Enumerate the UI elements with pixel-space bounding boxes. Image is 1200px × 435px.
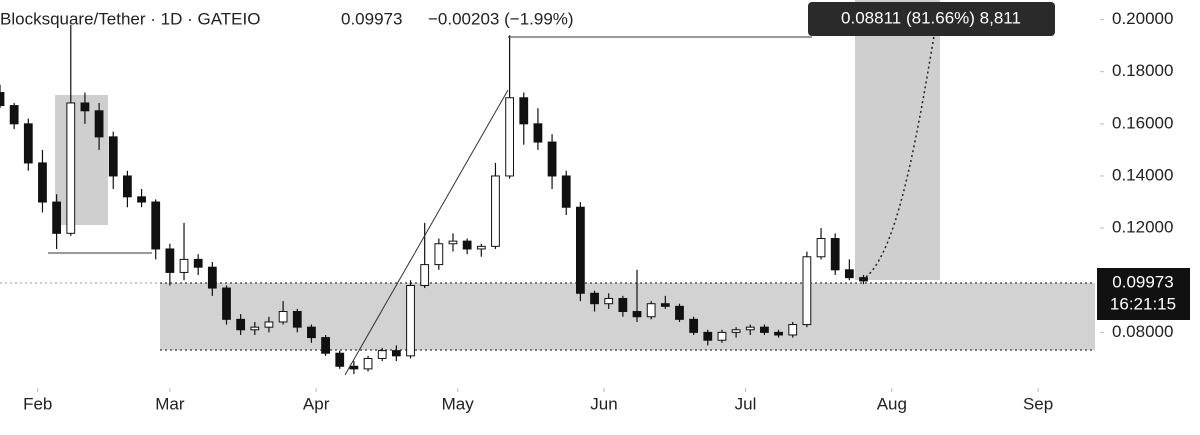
x-tick-label: Feb bbox=[23, 394, 52, 413]
candle-body bbox=[632, 311, 642, 318]
candle-body bbox=[179, 258, 189, 273]
candle-body bbox=[377, 350, 387, 359]
candle-body bbox=[575, 206, 585, 294]
change: −0.00203 (−1.99%) bbox=[428, 9, 574, 28]
candle-body bbox=[165, 248, 175, 273]
candle-body bbox=[363, 357, 373, 370]
candle-body bbox=[745, 326, 755, 331]
candle-body bbox=[108, 136, 118, 177]
candle-body bbox=[830, 238, 840, 271]
candle-body bbox=[660, 303, 670, 307]
candle-body bbox=[250, 326, 260, 331]
candle-body bbox=[66, 102, 76, 234]
candle-body bbox=[307, 326, 316, 339]
candle-body bbox=[137, 196, 146, 203]
candle-body bbox=[420, 264, 430, 286]
y-tick-label: 0.08000 bbox=[1112, 322, 1173, 341]
candle-body bbox=[462, 240, 472, 250]
y-tick-label: 0.14000 bbox=[1112, 165, 1173, 184]
candle-body bbox=[675, 305, 684, 320]
price-label: 0.09973 bbox=[1112, 272, 1173, 291]
candles bbox=[0, 24, 868, 375]
candle-body bbox=[391, 350, 401, 357]
range-box bbox=[160, 283, 1095, 350]
projection-box bbox=[855, 0, 940, 280]
candle-body bbox=[406, 284, 415, 357]
candle-body bbox=[561, 175, 571, 208]
measure-tooltip bbox=[808, 2, 1055, 36]
candle-body bbox=[292, 311, 302, 328]
candle-body bbox=[193, 258, 203, 268]
candle-body bbox=[689, 318, 699, 333]
candle-body bbox=[788, 324, 798, 336]
candle-body bbox=[505, 97, 515, 177]
candle-body bbox=[349, 365, 359, 370]
candle-body bbox=[222, 287, 231, 320]
candle-body bbox=[816, 238, 826, 258]
drawings-back bbox=[0, 0, 1095, 351]
candle-body bbox=[0, 92, 5, 107]
y-tick-label: 0.12000 bbox=[1112, 218, 1173, 237]
candle-body bbox=[703, 331, 713, 341]
x-tick-label: Jun bbox=[590, 394, 617, 413]
candle-body bbox=[533, 123, 543, 143]
candle-body bbox=[321, 337, 330, 354]
candle-body bbox=[151, 201, 161, 250]
candle-body bbox=[731, 329, 741, 333]
candle-body bbox=[717, 331, 727, 341]
y-tick-label: 0.20000 bbox=[1112, 9, 1173, 28]
candle-body bbox=[335, 352, 345, 367]
x-tick-label: Apr bbox=[303, 394, 330, 413]
axes: 0.20000 0.18000 0.16000 0.14000 0.12000 0.080… bbox=[23, 9, 1173, 413]
candle-body bbox=[94, 110, 104, 138]
candle-body bbox=[491, 175, 500, 247]
candle-body bbox=[278, 311, 288, 323]
candle-body bbox=[448, 240, 458, 245]
candle-body bbox=[38, 162, 47, 203]
candle-body bbox=[9, 105, 19, 125]
candle-body bbox=[774, 331, 783, 336]
measure-label: 0.08811 (81.66%) 8,811 bbox=[841, 8, 1021, 27]
x-tick-label: Aug bbox=[877, 394, 907, 413]
last-price: 0.09973 bbox=[341, 9, 402, 28]
drawings-front: 0.08811 (81.66%) 8,811 0.09973 16:21:15 … bbox=[0, 2, 1190, 376]
candle-body bbox=[760, 326, 769, 333]
candle-body bbox=[123, 175, 132, 198]
candle-body bbox=[802, 256, 812, 326]
candle-body bbox=[519, 97, 529, 125]
x-tick-label: Jul bbox=[735, 394, 757, 413]
x-tick-label: Mar bbox=[155, 394, 185, 413]
countdown: 16:21:15 bbox=[1110, 294, 1176, 313]
candle-body bbox=[604, 297, 614, 305]
candle-body bbox=[590, 292, 599, 305]
candle-body bbox=[844, 269, 854, 279]
candle-body bbox=[646, 303, 656, 318]
x-tick-label: Sep bbox=[1023, 394, 1053, 413]
candle-body bbox=[618, 297, 628, 313]
candle-body bbox=[264, 321, 274, 328]
symbol: Blocksquare/Tether · 1D · GATEIO bbox=[0, 9, 260, 28]
price-label-box bbox=[1097, 268, 1190, 320]
candle-body bbox=[207, 266, 217, 289]
candle-body bbox=[52, 201, 62, 234]
candle-body bbox=[547, 141, 557, 177]
candle-body bbox=[80, 102, 90, 112]
y-tick-label: 0.16000 bbox=[1112, 113, 1173, 132]
candle-body bbox=[236, 318, 246, 331]
candle-body bbox=[476, 245, 486, 250]
y-tick-label: 0.18000 bbox=[1112, 61, 1173, 80]
candle-body bbox=[434, 243, 444, 266]
x-tick-label: May bbox=[442, 394, 475, 413]
candle-body bbox=[23, 123, 33, 164]
trend-line bbox=[344, 89, 509, 376]
